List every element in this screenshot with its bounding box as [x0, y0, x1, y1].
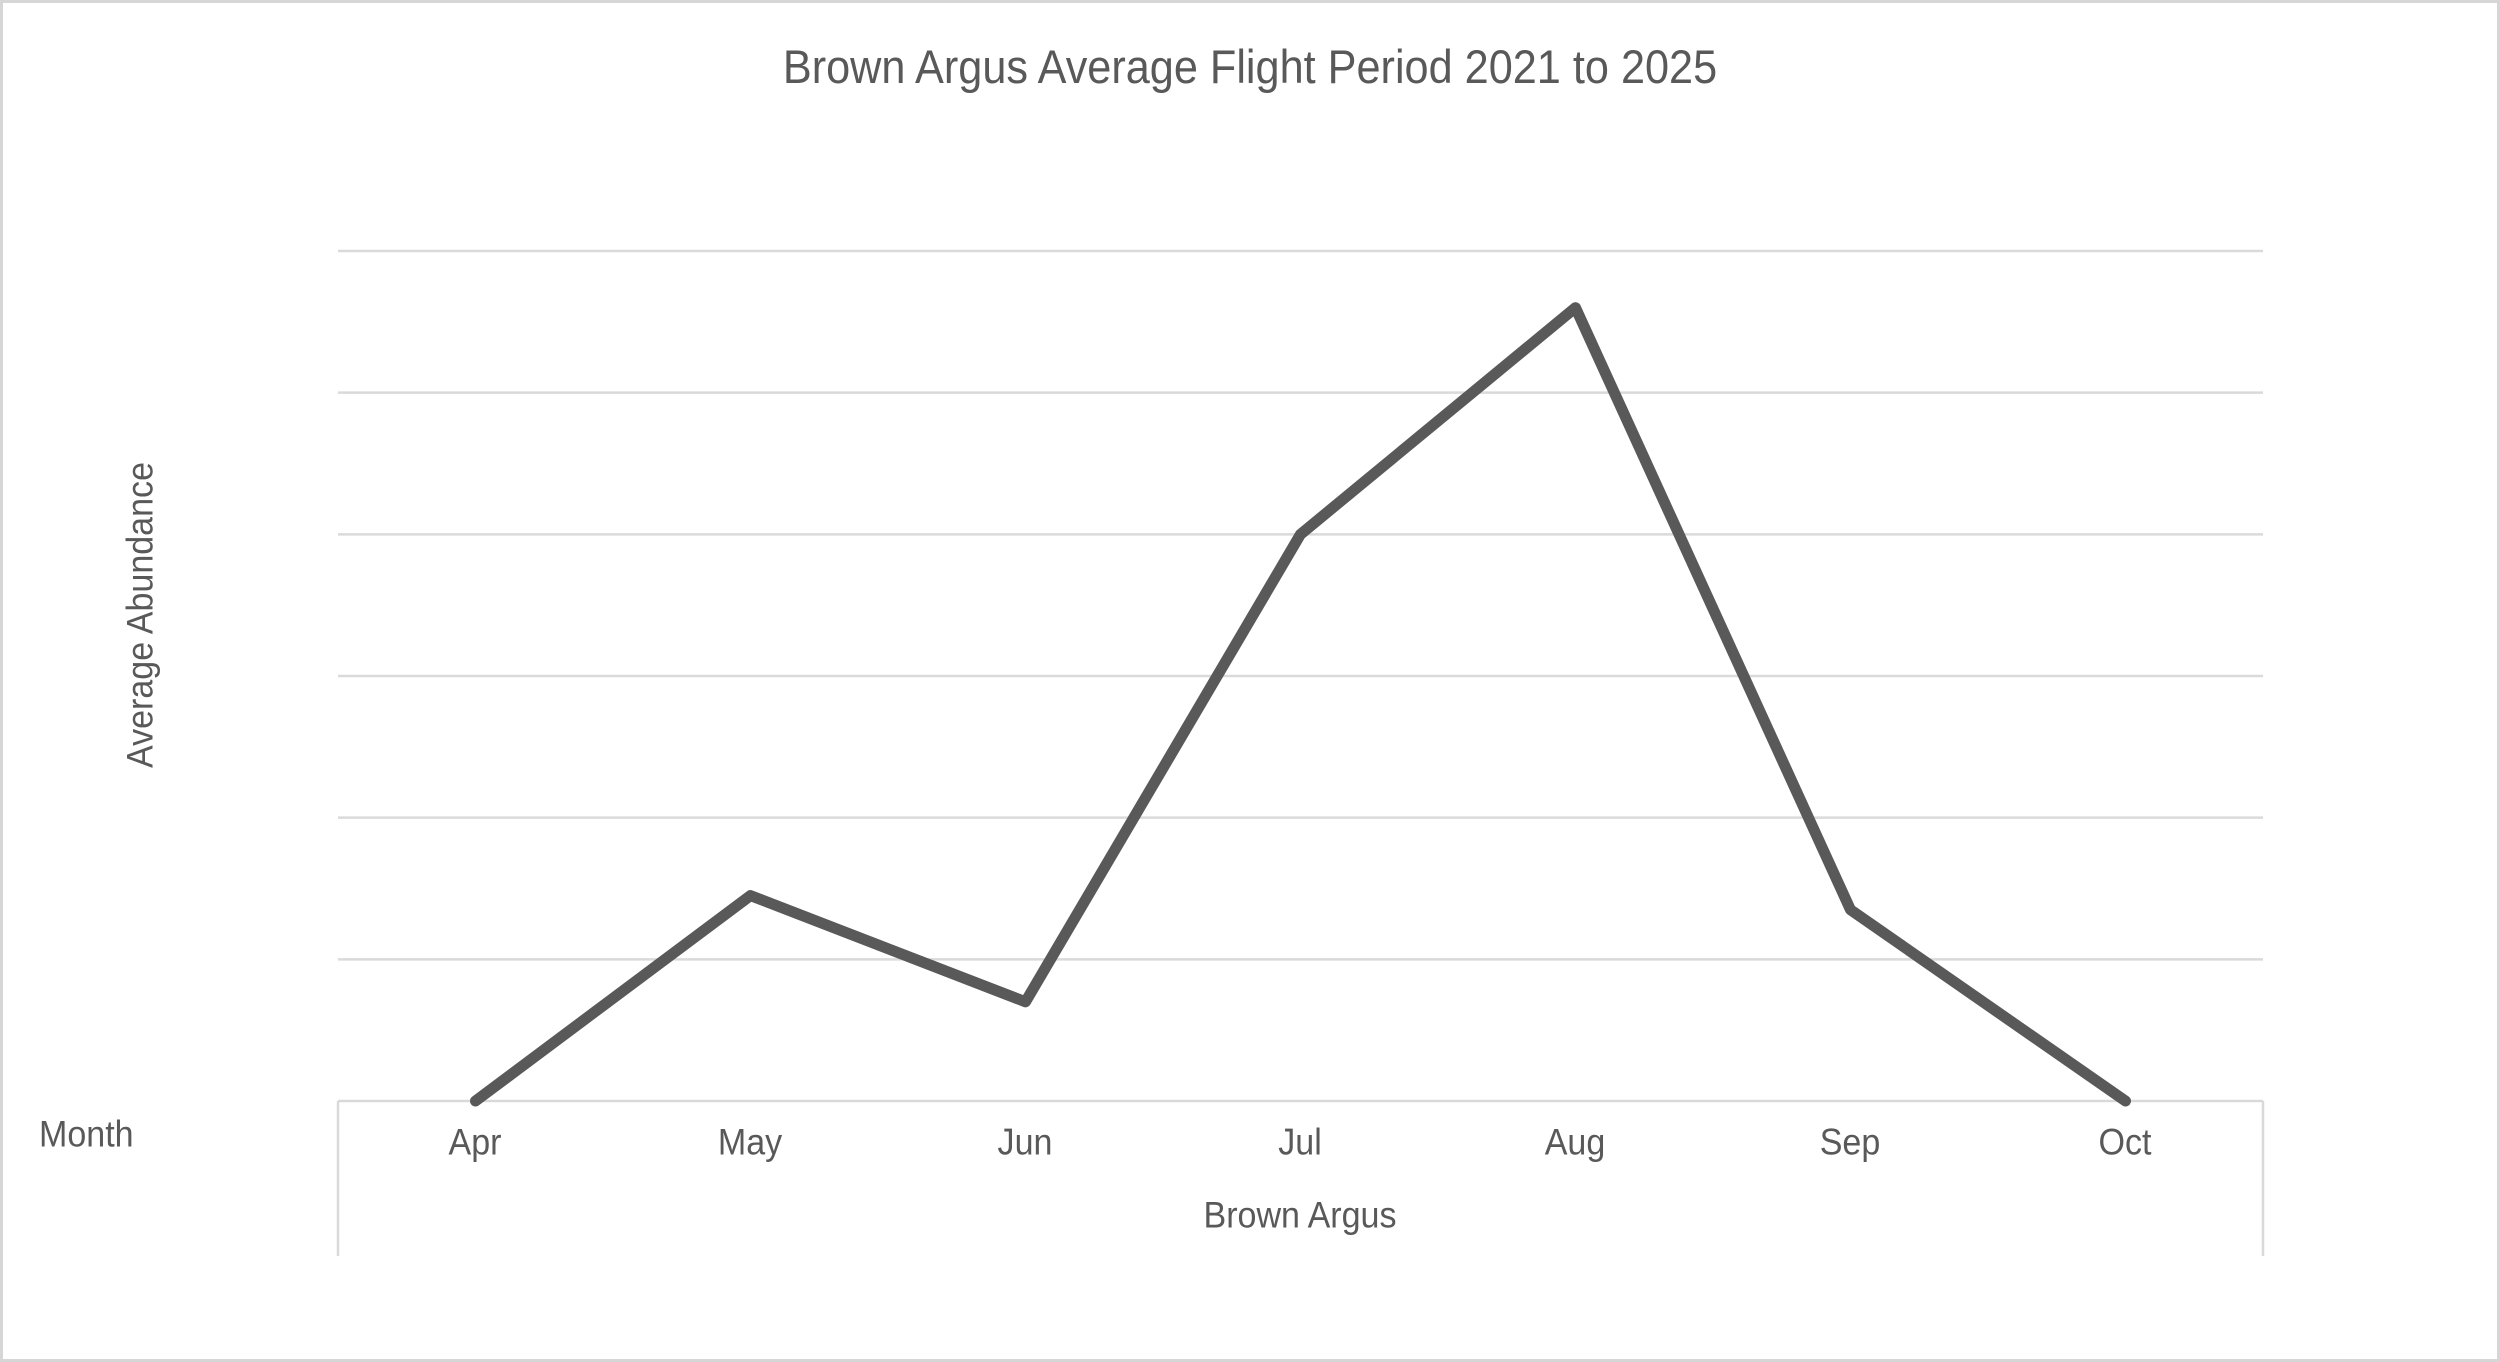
x-tick-label-jun: Jun: [997, 1121, 1053, 1163]
chart-svg: [336, 249, 2265, 1256]
plot-area: [3, 3, 2497, 1359]
x-axis-title: Month: [39, 1113, 134, 1155]
y-axis-title: Average Abundance: [119, 461, 161, 769]
x-tick-label-apr: Apr: [448, 1121, 502, 1163]
series-line-brown-argus: [470, 302, 2131, 1107]
x-tick-label-aug: Aug: [1544, 1121, 1606, 1163]
chart-title: Brown Argus Average Flight Period 2021 t…: [782, 39, 1718, 93]
x-tick-label-may: May: [717, 1121, 783, 1163]
x-tick-label-sep: Sep: [1819, 1121, 1881, 1163]
x-tick-label-jul: Jul: [1278, 1121, 1322, 1163]
x-axis-group-label: Brown Argus: [1203, 1194, 1397, 1236]
x-tick-label-oct: Oct: [2098, 1121, 2152, 1163]
